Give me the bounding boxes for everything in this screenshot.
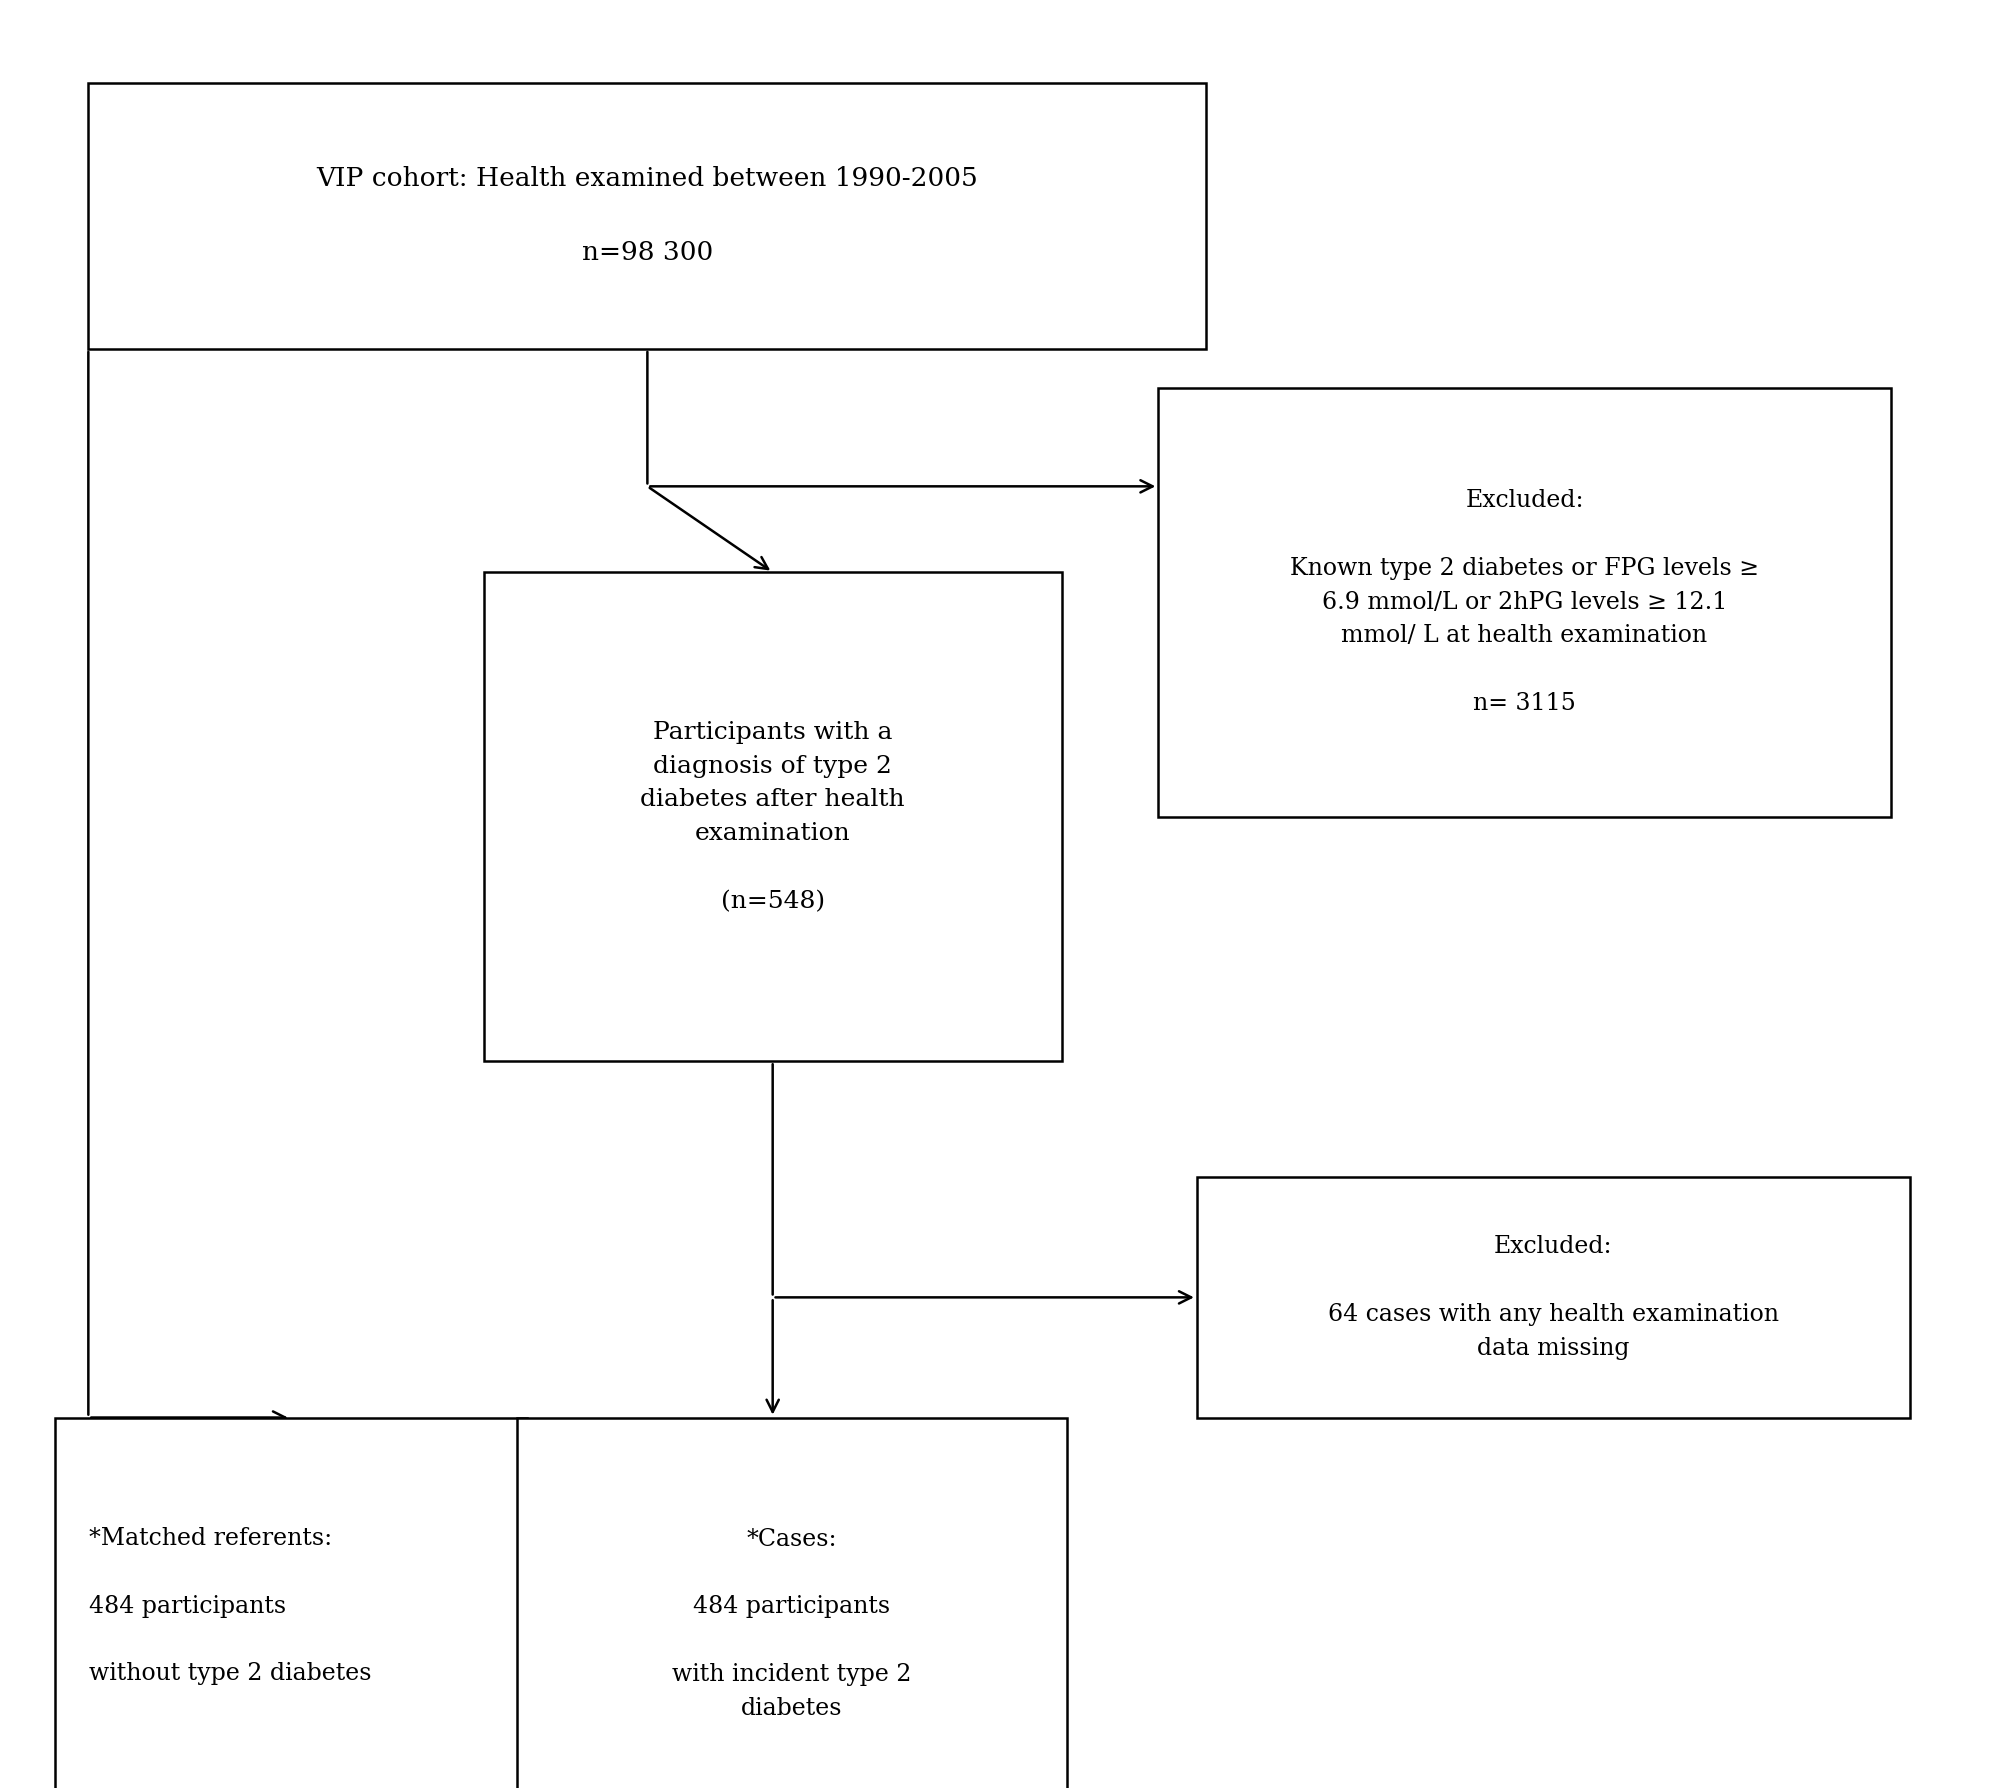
Bar <box>1158 388 1891 817</box>
Text: *Cases:

484 participants

with incident type 2
diabetes: *Cases: 484 participants with incident t… <box>672 1527 911 1720</box>
Bar <box>1196 1177 1909 1418</box>
Bar <box>88 82 1206 349</box>
Bar <box>54 1418 526 1788</box>
Text: VIP cohort: Health examined between 1990-2005

n=98 300: VIP cohort: Health examined between 1990… <box>317 166 977 265</box>
Text: Excluded:

Known type 2 diabetes or FPG levels ≥
6.9 mmol/L or 2hPG levels ≥ 12.: Excluded: Known type 2 diabetes or FPG l… <box>1288 490 1758 715</box>
Text: *Matched referents:

484 participants

without type 2 diabetes: *Matched referents: 484 participants wit… <box>88 1527 371 1686</box>
Text: Participants with a
diagnosis of type 2
diabetes after health
examination

(n=54: Participants with a diagnosis of type 2 … <box>640 721 905 912</box>
Bar <box>484 572 1062 1062</box>
Bar <box>518 1418 1066 1788</box>
Text: Excluded:

64 cases with any health examination
data missing: Excluded: 64 cases with any health exami… <box>1327 1236 1778 1359</box>
